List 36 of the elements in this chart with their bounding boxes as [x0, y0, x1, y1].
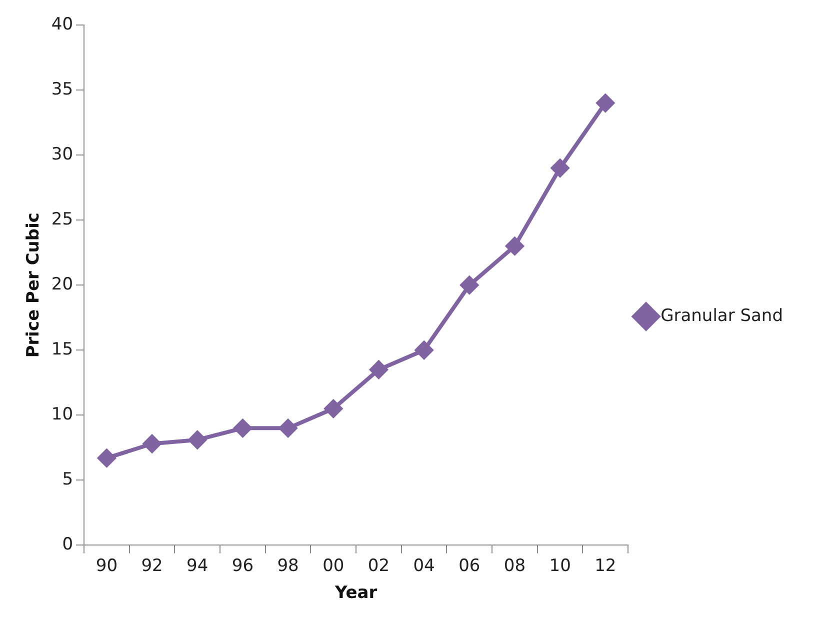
- point: [506, 237, 524, 256]
- x-axis-title: Year: [334, 583, 378, 604]
- y-tick-label: 30: [51, 144, 74, 164]
- point: [460, 276, 478, 294]
- y-tick-label: 35: [51, 79, 74, 100]
- x-tick-label: 96: [232, 556, 254, 576]
- point: [324, 400, 342, 418]
- x-tick-label: 10: [549, 556, 571, 576]
- point: [415, 341, 434, 360]
- legend-label: Granular Sand: [660, 306, 783, 326]
- point: [370, 360, 388, 379]
- point: [596, 94, 614, 112]
- point: [98, 449, 116, 468]
- y-tick-label: 20: [51, 274, 74, 295]
- y-tick-label: 0: [62, 534, 74, 555]
- point: [143, 434, 162, 453]
- y-tick-label: 15: [51, 340, 74, 360]
- x-tick-label: 90: [96, 556, 118, 576]
- y-tick-label: 25: [51, 209, 74, 230]
- point: [551, 159, 570, 178]
- x-tick-label: 06: [458, 556, 480, 576]
- x-tick-label: 92: [141, 556, 163, 576]
- x-tick-label: 94: [186, 556, 208, 576]
- x-tick-label: 12: [594, 556, 616, 576]
- x-tick-label: 02: [368, 556, 390, 576]
- y-tick-label: 10: [51, 404, 74, 425]
- x-tick-label: 00: [322, 556, 344, 576]
- point: [279, 419, 298, 438]
- x-tick-label: 08: [504, 556, 526, 576]
- point: [234, 419, 252, 438]
- point: [188, 430, 206, 449]
- x-tick-label: 04: [413, 556, 435, 576]
- y-tick-label: 5: [62, 470, 74, 490]
- y-tick-label: 40: [51, 14, 74, 34]
- x-tick-label: 98: [277, 556, 299, 576]
- y-axis-title: Price Per Cubic: [24, 212, 44, 358]
